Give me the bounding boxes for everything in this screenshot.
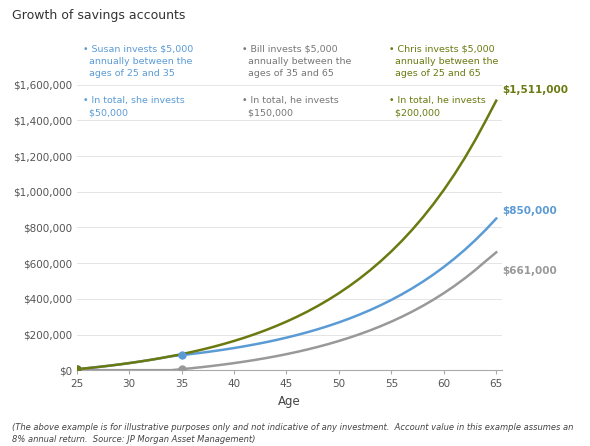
Text: $1,511,000: $1,511,000 <box>502 85 568 95</box>
X-axis label: Age: Age <box>278 395 300 408</box>
Text: Growth of savings accounts: Growth of savings accounts <box>12 9 185 22</box>
Text: $850,000: $850,000 <box>502 206 556 216</box>
Text: $661,000: $661,000 <box>502 266 556 276</box>
Text: • Susan invests $5,000
  annually between the
  ages of 25 and 35: • Susan invests $5,000 annually between … <box>83 45 193 78</box>
Text: • Bill invests $5,000
  annually between the
  ages of 35 and 65: • Bill invests $5,000 annually between t… <box>242 45 351 78</box>
Text: • In total, he invests
  $200,000: • In total, he invests $200,000 <box>389 96 486 117</box>
Text: • In total, he invests
  $150,000: • In total, he invests $150,000 <box>242 96 339 117</box>
Text: • In total, she invests
  $50,000: • In total, she invests $50,000 <box>83 96 184 117</box>
Text: (The above example is for illustrative purposes only and not indicative of any i: (The above example is for illustrative p… <box>12 423 573 444</box>
Text: • Chris invests $5,000
  annually between the
  ages of 25 and 65: • Chris invests $5,000 annually between … <box>389 45 499 78</box>
